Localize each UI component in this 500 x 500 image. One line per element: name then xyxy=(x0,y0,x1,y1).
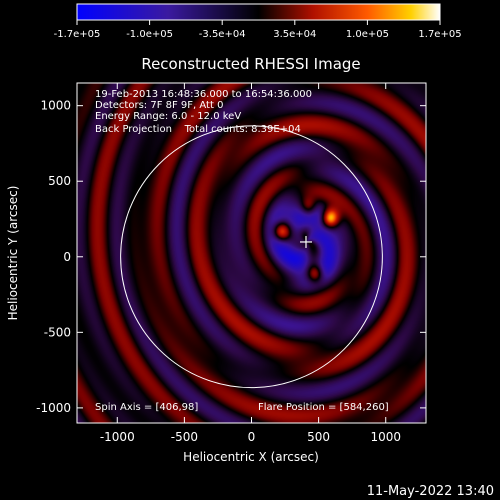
plot-area xyxy=(76,82,427,424)
x-tick-label: 500 xyxy=(307,430,330,444)
y-axis-label: Heliocentric Y (arcsec) xyxy=(6,186,20,321)
y-axis-ticks: -1000 -500 0 500 1000 xyxy=(36,99,426,415)
info-method-counts: Back Projection Total counts: 8.39E+04 xyxy=(95,124,301,135)
x-tick-label: -1000 xyxy=(100,430,135,444)
y-tick-label: 0 xyxy=(63,250,71,264)
heatmap-image xyxy=(77,83,426,423)
colorbar-tick-label: -3.5e+04 xyxy=(199,29,246,40)
info-detectors: Detectors: 7F 8F 9F, Att 0 xyxy=(95,100,223,111)
x-axis-label: Heliocentric X (arcsec) xyxy=(183,450,319,464)
timestamp: 11-May-2022 13:40 xyxy=(367,484,494,499)
chart-title: Reconstructed RHESSI Image xyxy=(141,55,360,73)
colorbar-tick-label: -1.0e+05 xyxy=(126,29,173,40)
info-time-range: 19-Feb-2013 16:48:36.000 to 16:54:36.000 xyxy=(95,89,312,100)
colorbar-tick-label: 1.7e+05 xyxy=(418,29,461,40)
y-tick-label: 500 xyxy=(48,174,71,188)
colorbar-tick-label: 1.0e+05 xyxy=(346,29,389,40)
info-text: 19-Feb-2013 16:48:36.000 to 16:54:36.000… xyxy=(95,89,312,135)
x-axis-ticks: -1000 -500 0 500 1000 xyxy=(100,83,401,444)
y-tick-label: 1000 xyxy=(40,99,71,113)
colorbar-tick-label: -1.7e+05 xyxy=(54,29,101,40)
colorbar xyxy=(76,3,441,21)
flare-position-label: Flare Position = [584,260] xyxy=(258,402,389,413)
y-tick-label: -500 xyxy=(44,325,71,339)
x-tick-label: 1000 xyxy=(370,430,401,444)
y-tick-label: -1000 xyxy=(36,401,71,415)
colorbar-tick-label: 3.5e+04 xyxy=(273,29,316,40)
solar-limb-circle xyxy=(120,125,383,389)
x-tick-label: 0 xyxy=(248,430,256,444)
x-tick-label: -500 xyxy=(171,430,198,444)
spin-axis-marker xyxy=(299,235,312,248)
colorbar-ticks: -1.7e+05 -1.0e+05 -3.5e+04 3.5e+04 1.0e+05 1.… xyxy=(54,20,462,40)
spin-axis-label: Spin Axis = [406,98] xyxy=(95,402,198,413)
info-energy-range: Energy Range: 6.0 - 12.0 keV xyxy=(95,111,241,122)
